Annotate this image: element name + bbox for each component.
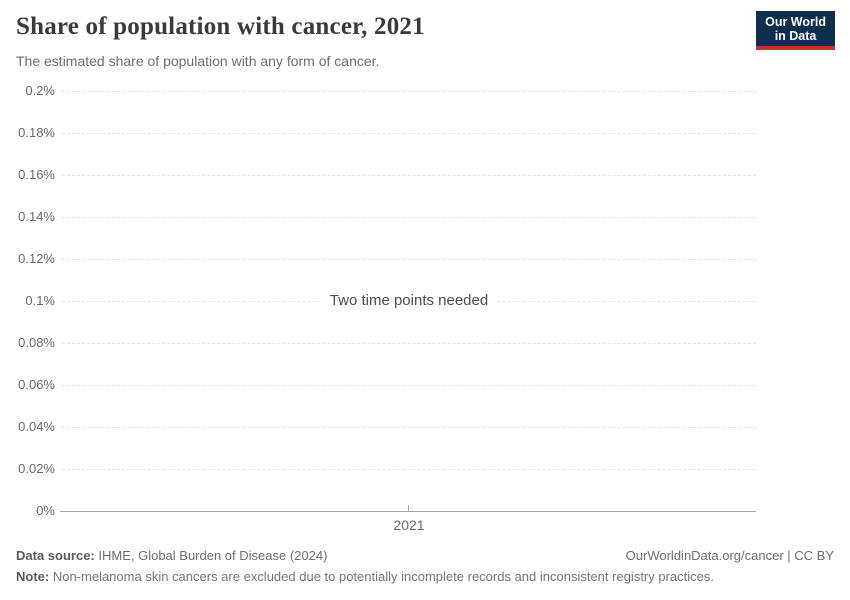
data-source-label: Data source: <box>16 548 95 563</box>
y-gridline <box>62 385 756 386</box>
y-axis-tick-label: 0.14% <box>18 209 55 224</box>
no-data-message: Two time points needed <box>62 290 756 312</box>
data-source-value: IHME, Global Burden of Disease (2024) <box>94 548 328 563</box>
y-axis-tick-label: 0.02% <box>18 461 55 476</box>
y-axis-tick-label: 0.16% <box>18 167 55 182</box>
y-axis-tick-label: 0.18% <box>18 125 55 140</box>
chart-subtitle: The estimated share of population with a… <box>16 53 380 69</box>
owid-logo[interactable]: Our World in Data <box>756 11 835 50</box>
page-title: Share of population with cancer, 2021 <box>16 13 425 40</box>
x-axis-line <box>60 511 756 512</box>
owid-logo-line1: Our World <box>765 15 826 29</box>
footer-note: Note: Non-melanoma skin cancers are excl… <box>16 569 714 584</box>
y-axis-tick-label: 0.04% <box>18 419 55 434</box>
note-value: Non-melanoma skin cancers are excluded d… <box>49 569 714 584</box>
y-gridline <box>62 133 756 134</box>
y-gridline <box>62 91 756 92</box>
y-axis-tick-label: 0.06% <box>18 377 55 392</box>
x-axis-tick <box>408 505 409 511</box>
y-gridline <box>62 343 756 344</box>
y-axis-tick-label: 0.12% <box>18 251 55 266</box>
y-axis-tick-label: 0% <box>36 503 55 518</box>
y-gridline <box>62 175 756 176</box>
y-axis-tick-label: 0.1% <box>25 293 55 308</box>
no-data-message-text: Two time points needed <box>319 290 499 312</box>
owid-logo-line2: in Data <box>774 29 817 43</box>
y-gridline <box>62 217 756 218</box>
y-gridline <box>62 259 756 260</box>
footer-data-source: Data source: IHME, Global Burden of Dise… <box>16 548 327 563</box>
y-gridline <box>62 469 756 470</box>
x-axis-tick-label: 2021 <box>393 517 425 533</box>
y-gridline <box>62 427 756 428</box>
note-label: Note: <box>16 569 50 584</box>
footer-license-link[interactable]: OurWorldinData.org/cancer | CC BY <box>625 548 834 563</box>
y-axis-tick-label: 0.2% <box>25 83 55 98</box>
y-axis-tick-label: 0.08% <box>18 335 55 350</box>
